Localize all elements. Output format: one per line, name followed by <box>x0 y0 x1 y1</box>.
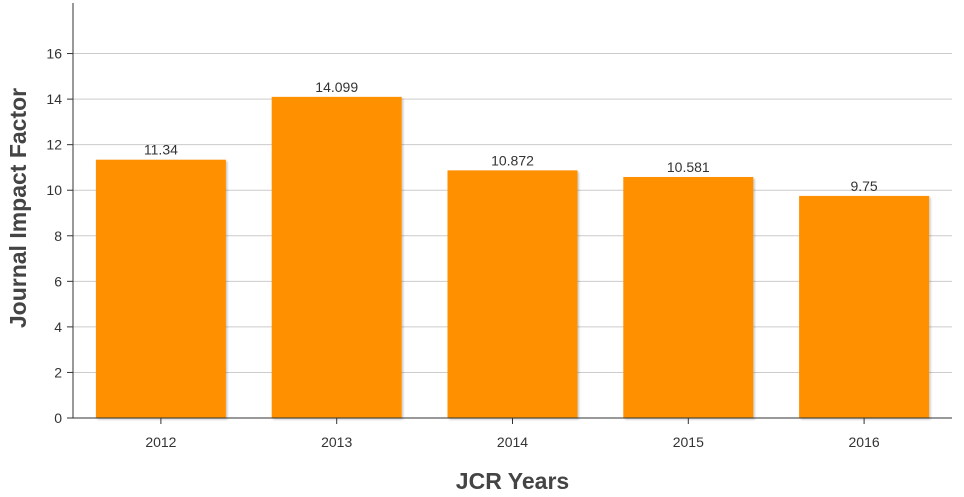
data-label-2014: 10.872 <box>491 152 534 168</box>
y-tick-label: 8 <box>54 228 62 244</box>
x-tick-label: 2016 <box>849 434 880 450</box>
x-tick-label: 2013 <box>321 434 352 450</box>
y-tick-label: 2 <box>54 364 62 380</box>
y-tick-label: 0 <box>54 410 62 426</box>
x-tick-label: 2015 <box>673 434 704 450</box>
y-tick-label: 10 <box>46 182 62 198</box>
y-tick-label: 4 <box>54 319 62 335</box>
y-tick-label: 14 <box>46 91 62 107</box>
data-label-2013: 14.099 <box>315 79 358 95</box>
y-tick-label: 16 <box>46 46 62 62</box>
y-axis: 0 2 4 6 8 10 12 14 16 <box>46 3 74 426</box>
data-label-2015: 10.581 <box>667 159 710 175</box>
bars <box>95 96 930 418</box>
bar-2012 <box>95 159 226 418</box>
data-label-2016: 9.75 <box>850 178 877 194</box>
bar-2015 <box>623 176 754 418</box>
y-axis-title: Journal Impact Factor <box>5 88 31 328</box>
bar-2013 <box>271 96 402 418</box>
data-label-2012: 11.34 <box>144 142 178 158</box>
x-tick-label: 2012 <box>145 434 176 450</box>
bar-2016 <box>799 195 930 418</box>
x-tick-label: 2014 <box>497 434 528 450</box>
y-tick-label: 12 <box>46 137 62 153</box>
x-axis: 2012 2013 2014 2015 2016 <box>73 417 952 450</box>
data-labels: 11.34 14.099 10.872 10.581 9.75 <box>144 79 878 194</box>
x-axis-title: JCR Years <box>456 468 569 494</box>
y-tick-label: 6 <box>54 273 62 289</box>
bar-2014 <box>447 170 578 418</box>
